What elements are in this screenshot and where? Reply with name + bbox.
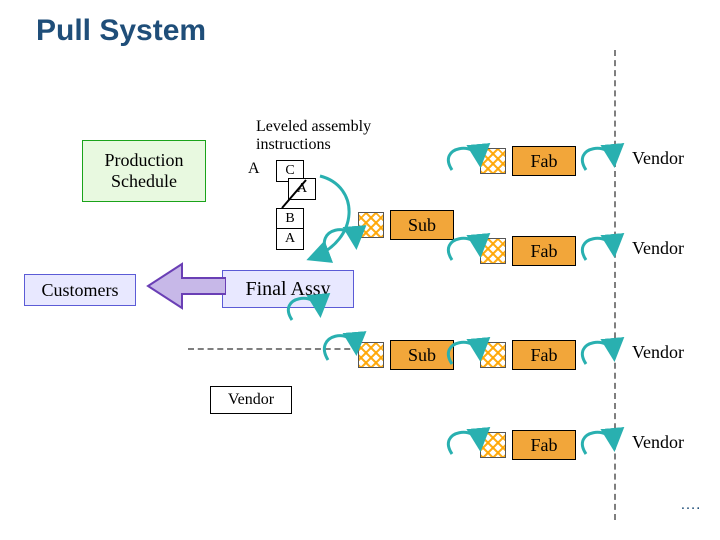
ellipsis: …. bbox=[680, 496, 700, 514]
diagram-stage: { "title": {"text":"Pull System","fontsi… bbox=[0, 0, 720, 540]
loops-layer bbox=[0, 0, 720, 540]
